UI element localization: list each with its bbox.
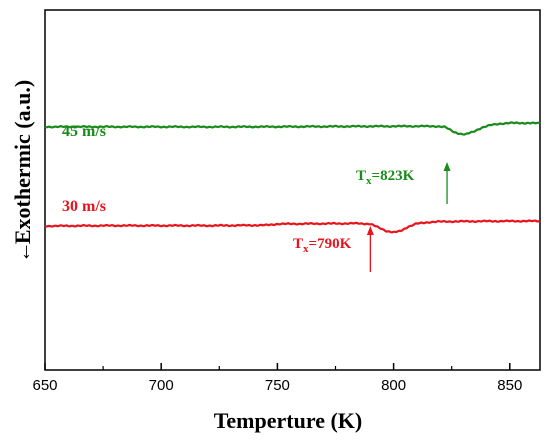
- x-axis-title: Temperture (K): [214, 408, 362, 433]
- tx-arrow-head: [366, 226, 374, 235]
- tx-symbol: T: [356, 168, 366, 184]
- y-axis-arrow: ←: [10, 241, 35, 263]
- y-axis-title: Exothermic (a.u.): [10, 80, 35, 244]
- x-tick-label: 800: [381, 377, 406, 394]
- y-axis-title-group: ← Exothermic (a.u.): [10, 80, 35, 263]
- series-line: [44, 219, 541, 234]
- tx-value: =790K: [309, 236, 352, 252]
- tx-annotation: Tx=790K: [293, 236, 352, 255]
- tx-value: =823K: [372, 168, 415, 184]
- series-label-45: 45 m/s: [62, 123, 106, 140]
- x-tick-label: 700: [149, 377, 174, 394]
- x-tick-label: 750: [265, 377, 290, 394]
- series-layer: [44, 121, 541, 234]
- series-line: [44, 121, 541, 136]
- series-label-30: 30 m/s: [62, 198, 106, 215]
- tx-arrow-head: [443, 162, 451, 171]
- tx-subscript: x: [366, 175, 372, 187]
- plot-frame: [44, 9, 541, 371]
- x-axis-ticks: 650 700 750 800 850: [32, 363, 522, 394]
- x-tick-label: 650: [32, 377, 57, 394]
- tx-annotation: Tx=823K: [356, 168, 415, 187]
- tx-symbol: T: [293, 236, 303, 252]
- tx-subscript: x: [303, 243, 309, 255]
- x-tick-label: 850: [497, 377, 522, 394]
